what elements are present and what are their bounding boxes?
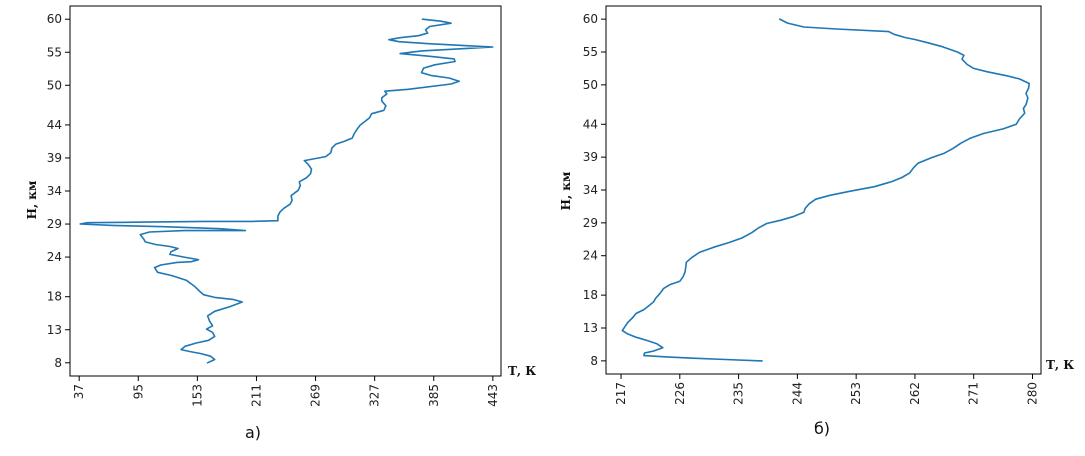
y-tick-label: 60 <box>47 12 62 26</box>
y-tick-label: 29 <box>47 217 62 231</box>
x-tick-label: 244 <box>790 382 804 405</box>
x-tick-label: 253 <box>849 382 863 405</box>
y-tick-label: 29 <box>583 216 598 230</box>
chart-panel-a: 37 95 153 211 269 327 385 443 8 13 18 24 29 34 39 44 50 5… <box>25 5 536 442</box>
y-tick-label: 55 <box>583 45 598 59</box>
y-tick-label: 18 <box>583 288 598 302</box>
panel-caption: б) <box>814 419 830 438</box>
x-tick-label: 153 <box>190 384 204 407</box>
y-tick-label: 55 <box>47 45 62 59</box>
x-axis-title: Т, К <box>1046 358 1074 372</box>
y-tick-label: 44 <box>47 118 62 132</box>
plot-frame <box>69 5 502 377</box>
y-axis-title: Н, км <box>559 171 573 210</box>
y-tick-label: 24 <box>583 249 598 263</box>
y-tick-label: 8 <box>54 356 62 370</box>
panel-caption: а) <box>245 423 261 442</box>
y-tick-label: 44 <box>583 117 598 131</box>
x-tick-label: 95 <box>131 384 145 399</box>
plot-frame <box>605 5 1042 375</box>
chart-panel-b: 217 226 235 244 253 262 271 280 8 13 18 24 29 34 39 44 5… <box>559 5 1074 438</box>
x-tick-label: 262 <box>908 382 922 405</box>
x-tick-label: 269 <box>309 384 323 407</box>
x-tick-label: 235 <box>732 382 746 405</box>
x-tick-label: 443 <box>486 384 500 407</box>
y-tick-label: 8 <box>590 354 598 368</box>
x-tick-label: 211 <box>249 384 263 407</box>
y-tick-label: 18 <box>47 290 62 304</box>
x-tick-label: 327 <box>368 384 382 407</box>
y-tick-label: 13 <box>583 321 598 335</box>
y-tick-label: 39 <box>47 151 62 165</box>
y-tick-label: 24 <box>47 250 62 264</box>
x-tick-label: 37 <box>72 384 86 399</box>
x-tick-label: 385 <box>427 384 441 407</box>
y-tick-label: 39 <box>583 150 598 164</box>
y-axis-title: Н, км <box>25 180 39 219</box>
x-tick-label: 271 <box>967 382 981 405</box>
y-tick-label: 13 <box>47 323 62 337</box>
x-tick-label: 217 <box>614 382 628 405</box>
x-axis-title: Т, К <box>508 364 536 378</box>
x-tick-label: 226 <box>673 382 687 405</box>
temperature-profile-line <box>621 18 1030 362</box>
y-tick-label: 50 <box>583 78 598 92</box>
y-tick-label: 50 <box>47 78 62 92</box>
y-tick-label: 60 <box>583 12 598 26</box>
y-tick-label: 34 <box>583 183 598 197</box>
y-tick-label: 34 <box>47 184 62 198</box>
temperature-profile-line <box>79 18 494 364</box>
x-tick-label: 280 <box>1026 382 1040 405</box>
